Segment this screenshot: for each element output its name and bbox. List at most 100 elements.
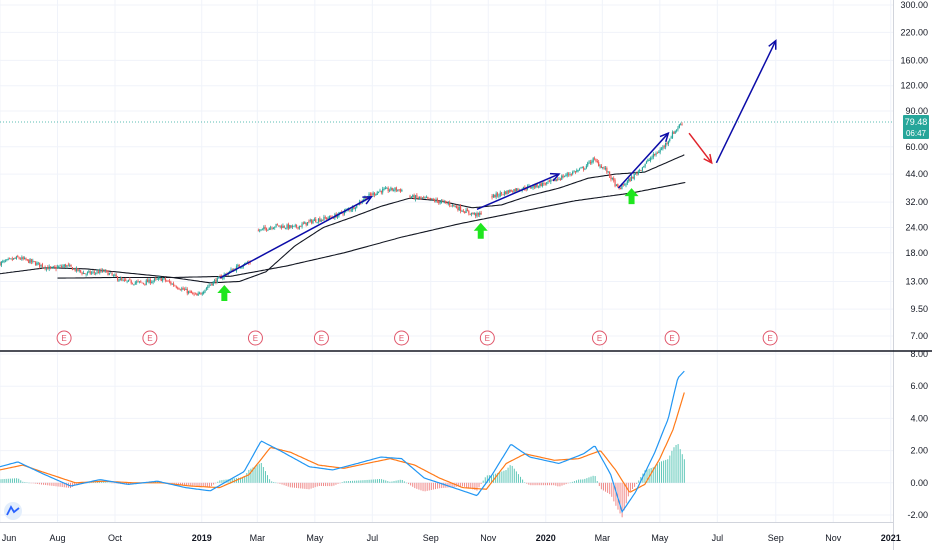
macd-histogram-bar	[248, 469, 250, 483]
trend-arrow-up[interactable]	[617, 132, 669, 189]
macd-histogram-bar	[540, 482, 542, 486]
candle	[49, 266, 52, 268]
candle	[168, 280, 171, 283]
macd-histogram-bar	[341, 482, 343, 483]
candle	[384, 188, 387, 190]
candle	[647, 159, 649, 162]
candle	[543, 183, 545, 184]
earnings-label: E	[253, 334, 258, 343]
candle	[670, 137, 672, 139]
candle	[65, 264, 67, 267]
macd-histogram-bar	[385, 480, 387, 483]
candle	[17, 255, 19, 258]
candle	[237, 265, 239, 267]
earnings-marker[interactable]: E	[592, 330, 608, 346]
earnings-marker[interactable]: E	[142, 330, 158, 346]
candle	[619, 188, 622, 190]
macd-histogram-bar	[306, 482, 308, 490]
macd-histogram-bar	[399, 479, 401, 483]
candle	[581, 167, 583, 169]
time-tick-label: Nov	[825, 533, 842, 543]
macd-histogram-bar	[347, 481, 349, 483]
candle	[108, 272, 110, 275]
candle	[466, 209, 469, 212]
macd-histogram-bar	[256, 464, 258, 483]
candle	[175, 286, 177, 288]
macd-histogram-bar	[316, 482, 318, 487]
candle	[324, 217, 326, 219]
candle	[365, 197, 367, 200]
macd-histogram-bar	[457, 482, 459, 487]
macd-histogram-bar	[55, 482, 57, 487]
macd-histogram-bar	[447, 482, 449, 488]
candle	[364, 197, 366, 200]
macd-histogram-bar	[658, 462, 660, 483]
earnings-marker[interactable]: E	[479, 330, 495, 346]
macd-histogram-bar	[308, 482, 310, 490]
candle	[111, 273, 113, 275]
earnings-marker[interactable]: E	[313, 330, 329, 346]
price-tick-label: 300.00	[900, 0, 928, 10]
candle	[510, 189, 512, 192]
candle	[164, 278, 166, 281]
candle	[567, 173, 570, 175]
macd-histogram-bar	[517, 474, 519, 483]
macd-histogram-bar	[571, 481, 573, 483]
candle	[29, 259, 31, 264]
last-price-label[interactable]: 79.48 06:47	[903, 114, 929, 139]
macd-histogram-bar	[422, 482, 424, 492]
macd-histogram-bar	[490, 475, 492, 483]
candle	[572, 171, 574, 174]
candle	[142, 283, 145, 284]
macd-histogram-bar	[654, 465, 656, 483]
candle	[122, 279, 124, 281]
candle	[517, 188, 519, 191]
candle	[398, 189, 400, 191]
time-tick-label: Sep	[423, 533, 439, 543]
macd-histogram-bar	[665, 459, 667, 483]
logo[interactable]	[4, 502, 22, 520]
macd-histogram-bar	[343, 481, 345, 483]
earnings-marker[interactable]: E	[247, 330, 263, 346]
macd-histogram-bar	[312, 482, 314, 488]
time-tick-label: 2019	[192, 533, 212, 543]
candle	[451, 204, 454, 206]
time-tick-label: May	[651, 533, 669, 543]
earnings-marker[interactable]: E	[762, 330, 778, 346]
macd-histogram-bar	[107, 482, 109, 483]
candle	[643, 166, 645, 168]
grid	[0, 0, 893, 522]
trend-arrow-down[interactable]	[688, 132, 713, 164]
macd-histogram-bar	[231, 478, 233, 483]
candle	[293, 225, 295, 227]
candle	[85, 273, 87, 275]
earnings-marker[interactable]: E	[394, 330, 410, 346]
candle	[412, 195, 414, 198]
candle	[428, 197, 430, 199]
trend-arrow-up[interactable]	[476, 173, 560, 210]
candle	[574, 171, 577, 173]
macd-histogram-bar	[24, 482, 26, 483]
candle	[316, 222, 318, 223]
macd-histogram-bar	[318, 482, 320, 486]
candle	[275, 224, 277, 227]
earnings-marker[interactable]: E	[664, 330, 680, 346]
macd-histogram-bar	[213, 482, 215, 485]
time-tick-label: May	[306, 533, 324, 543]
candle	[69, 265, 71, 266]
macd-histogram-bar	[192, 482, 194, 486]
candle	[507, 190, 510, 193]
price-tick-label: 220.00	[900, 27, 928, 37]
candle	[561, 175, 563, 180]
macd-histogram-bar	[169, 482, 171, 484]
trend-arrow-up[interactable]	[715, 40, 777, 164]
macd-histogram-bar	[155, 481, 157, 483]
macd-histogram-bar	[173, 482, 175, 484]
trend-arrow-up[interactable]	[219, 196, 372, 279]
macd-histogram-bar	[486, 475, 488, 483]
candle	[622, 184, 624, 186]
earnings-marker[interactable]: E	[56, 330, 72, 346]
